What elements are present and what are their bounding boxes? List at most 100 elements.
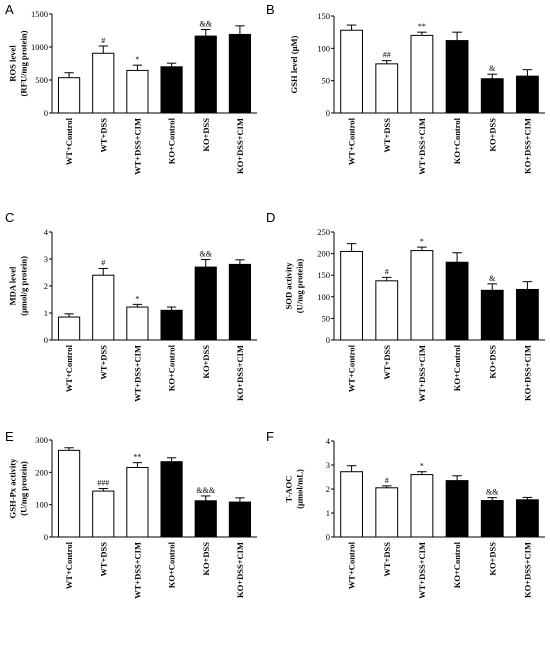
panel-d-ytick-label: 0 — [326, 335, 330, 345]
panel-c-bar — [92, 274, 115, 341]
panel-a: A 0 500 1000 1500 ROS level (RFU/mg protein) WT… — [5, 2, 257, 175]
panel-f-category-label: KO+DSS+CIM — [522, 542, 532, 598]
panel-b-ytick-label: 100 — [317, 43, 330, 53]
panel-b-letter: B — [266, 2, 275, 17]
panel-e-significance: ** — [133, 453, 141, 462]
panel-a-ytick-label: 0 — [44, 108, 48, 118]
panel-f-category-label: WT+DSS — [382, 542, 392, 577]
panel-f-ytick-label: 4 — [326, 436, 331, 446]
panel-a-significance: # — [101, 36, 105, 45]
panel-d-bar — [410, 250, 434, 341]
panel-d-bar — [375, 280, 399, 341]
panel-b-significance: ## — [383, 51, 391, 60]
panel-c-ytick-label: 1 — [44, 308, 48, 318]
panel-d-ylabel: (U/mg protein) — [295, 259, 305, 314]
panel-f-significance: # — [385, 476, 389, 485]
panel-d-category-label: WT+DSS+CIM — [417, 345, 427, 402]
panel-e-bar — [160, 461, 183, 538]
panel-b-category-label: WT+Control — [347, 117, 357, 165]
panel-a-ytick-label: 1000 — [31, 42, 48, 52]
panel-b-ytick-label: 50 — [322, 76, 331, 86]
panel-d-bar — [516, 288, 539, 341]
panel-d-significance: * — [420, 237, 424, 246]
panel-c-ytick-label: 0 — [44, 335, 48, 345]
panel-f-category-label: KO+Control — [452, 541, 462, 588]
panel-a-category-label: WT+DSS+CIM — [132, 118, 142, 175]
panel-c-ytick-label: 2 — [44, 281, 48, 291]
panel-c-letter: C — [5, 210, 14, 225]
panel-f-ytick-label: 1 — [326, 508, 330, 518]
panel-e-bar — [126, 466, 149, 538]
panel-d-bar — [340, 250, 363, 341]
panel-d-letter: D — [266, 210, 275, 225]
panel-d: D 0 50 100 150 200 250 SOD activity (U/mg protei… — [266, 210, 545, 402]
panel-c-bar — [126, 306, 149, 341]
panel-d-category-label: KO+DSS+CIM — [522, 345, 532, 401]
panel-e-ylabel: GSH-Px activity — [8, 458, 18, 519]
panel-a-category-label: WT+Control — [64, 117, 74, 165]
panel-f-significance: && — [486, 488, 499, 497]
panel-d-category-label: WT+Control — [347, 344, 357, 392]
panel-a-category-label: KO+DSS+CIM — [235, 118, 245, 174]
panel-f-bar — [375, 487, 399, 538]
panel-b-category-label: WT+DSS — [382, 118, 392, 153]
panel-a-bar — [126, 69, 149, 114]
panel-d-ytick-label: 200 — [317, 249, 330, 259]
panel-e-ytick-label: 100 — [35, 500, 48, 510]
panel-a-category-label: KO+DSS — [201, 118, 211, 152]
panel-d-category-label: WT+DSS — [382, 345, 392, 380]
panel-d-significance: # — [385, 267, 389, 276]
panel-d-ylabel: SOD activity — [284, 262, 294, 310]
panel-a-category-label: KO+Control — [167, 117, 177, 164]
panel-b-bar — [480, 78, 504, 114]
panel-d-category-label: KO+DSS — [487, 345, 497, 379]
panel-b-significance: & — [489, 64, 496, 73]
panel-f-category-label: KO+DSS — [487, 542, 497, 576]
panel-c-category-label: WT+DSS — [98, 345, 108, 380]
panel-b: B 0 50 100 150 GSH level (μM) WT+Control ## WT+D… — [266, 2, 545, 175]
panel-e-category-label: KO+DSS — [201, 542, 211, 576]
panel-c-significance: * — [135, 294, 139, 303]
panel-f-bar — [340, 471, 363, 538]
panel-e-bar — [57, 449, 81, 538]
panel-a-significance: * — [135, 55, 139, 64]
panel-a-significance: && — [200, 20, 213, 29]
panel-f-ytick-label: 2 — [326, 484, 330, 494]
panel-c-ytick-label: 3 — [44, 254, 48, 264]
panel-e-ytick-label: 300 — [35, 435, 48, 445]
panel-a-bar — [194, 35, 217, 114]
panel-f-bar — [410, 474, 434, 538]
panel-e-category-label: WT+Control — [64, 541, 74, 589]
panel-f-letter: F — [266, 429, 274, 444]
panel-a-ytick-label: 500 — [35, 75, 48, 85]
panel-e: E 0 100 200 300 GSH-Px activity (U/mg protein)… — [5, 429, 257, 599]
panel-a-bar — [160, 66, 183, 114]
panel-a-category-label: WT+DSS — [98, 118, 108, 153]
panel-c-ylabel: MDA level — [8, 266, 18, 306]
panel-c-ytick-label: 4 — [44, 227, 49, 237]
panel-b-bar — [375, 63, 399, 114]
panel-b-bar — [410, 34, 434, 114]
panel-c-category-label: KO+DSS+CIM — [235, 345, 245, 401]
panel-e-significance: ### — [97, 479, 109, 488]
panel-f-bar — [445, 480, 469, 538]
panel-d-bar — [480, 289, 504, 341]
panel-c-bar — [228, 263, 252, 341]
panel-f-ytick-label: 0 — [326, 532, 330, 542]
panel-e-category-label: KO+DSS+CIM — [235, 542, 245, 598]
panel-e-letter: E — [5, 429, 14, 444]
panel-e-category-label: KO+Control — [167, 541, 177, 588]
panel-f-significance: * — [420, 462, 424, 471]
panel-b-ytick-label: 0 — [326, 108, 330, 118]
panel-a-bar — [57, 77, 81, 114]
panel-e-category-label: WT+DSS — [98, 542, 108, 577]
panel-a-ylabel: ROS level — [8, 45, 18, 82]
panel-d-ytick-label: 50 — [322, 313, 331, 323]
panel-e-bar — [92, 490, 115, 538]
panel-e-bar — [194, 500, 217, 538]
panel-b-bar — [445, 40, 469, 114]
panel-a-bar — [92, 52, 115, 114]
panel-c-category-label: KO+Control — [167, 344, 177, 391]
panel-b-significance: ** — [418, 22, 426, 31]
